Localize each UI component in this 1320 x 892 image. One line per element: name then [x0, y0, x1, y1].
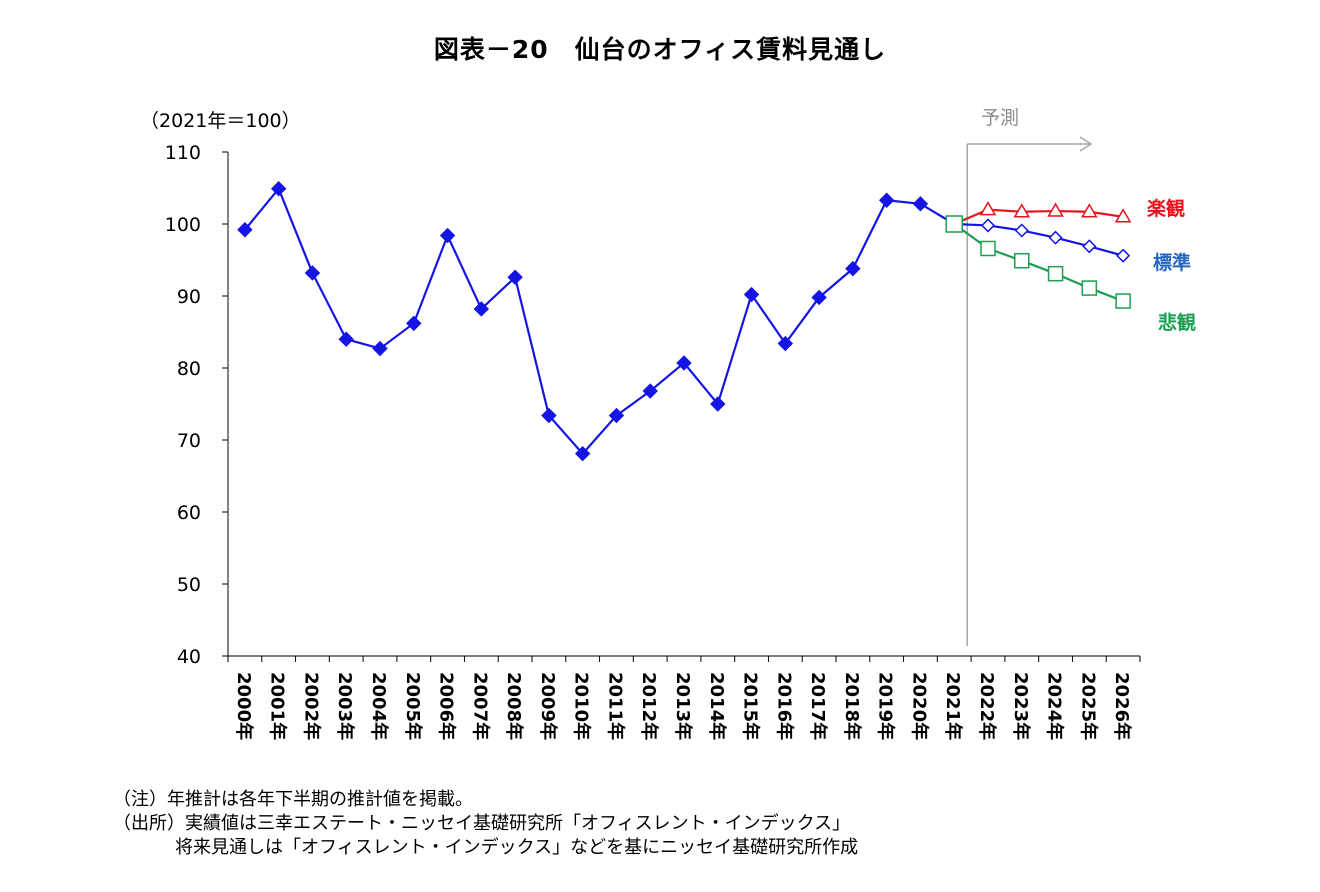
series-line-standard: [954, 222, 1124, 257]
data-point: [1014, 252, 1030, 269]
x-tick-label: 2018年: [841, 672, 863, 740]
data-point: [676, 355, 692, 371]
forecast-label: 予測: [981, 107, 1020, 129]
data-point: [1115, 293, 1131, 309]
notes: （注）年推計は各年下半期の推計値を掲載。 （出所）実績値は三幸エステート・ニッセ…: [113, 788, 858, 860]
y-tick-label: 40: [177, 646, 201, 668]
y-tick-label: 70: [177, 430, 201, 452]
data-point: [406, 315, 422, 332]
data-point: [1047, 202, 1064, 217]
y-tick-label: 60: [177, 502, 201, 524]
data-point: [878, 192, 895, 208]
data-point: [743, 286, 760, 303]
series-line-optimistic: [953, 208, 1124, 226]
series-pessimistic: [953, 223, 1131, 309]
x-tick-label: 2009年: [537, 672, 559, 740]
data-point: [574, 445, 591, 462]
forecast-arrowhead: [1079, 136, 1093, 152]
note-line: （注）年推計は各年下半期の推計値を掲載。: [113, 789, 473, 810]
y-tick-label: 100: [165, 214, 201, 236]
data-point: [980, 218, 996, 233]
x-tick-label: 2014年: [706, 672, 728, 740]
x-tick-label: 2017年: [807, 672, 829, 740]
data-point: [980, 240, 996, 257]
y-tick-label: 90: [177, 286, 201, 308]
source-line: （出所）実績値は三幸エステート・ニッセイ基礎研究所「オフィスレント・インデックス…: [113, 813, 851, 834]
data-point: [338, 331, 354, 347]
y-tick-label: 50: [177, 574, 201, 596]
x-tick-label: 2007年: [469, 672, 491, 740]
x-tick-label: 2020年: [908, 672, 930, 740]
forecast-marker: [966, 136, 1093, 646]
x-tick-label: 2015年: [740, 672, 762, 740]
series-line-actual: [244, 186, 955, 456]
y-tick-labels: 40 50 60 70 80 90 100 110: [165, 142, 201, 668]
x-tick-label: 2026年: [1111, 672, 1133, 740]
data-point: [473, 301, 490, 317]
data-point: [1047, 265, 1064, 282]
series-standard: [954, 218, 1131, 263]
x-tick-label: 2002年: [300, 672, 322, 740]
data-point: [979, 201, 997, 216]
data-point: [304, 265, 321, 281]
data-point: [1014, 223, 1029, 238]
x-tick-label: 2011年: [604, 672, 626, 740]
x-tick-label: 2025年: [1077, 672, 1099, 740]
data-point: [710, 396, 726, 412]
x-tick-label: 2016年: [773, 672, 795, 740]
x-tick-label: 2019年: [875, 672, 897, 740]
x-tick-label: 2004年: [368, 672, 390, 740]
x-tick-label: 2013年: [672, 672, 694, 740]
data-point: [1081, 203, 1098, 218]
x-tick-label: 2005年: [402, 672, 424, 740]
series-label-standard: 標準: [1153, 252, 1192, 274]
chart-title: 図表－20 仙台のオフィス賃料見通し: [433, 35, 887, 64]
data-point: [845, 260, 861, 277]
data-point: [439, 227, 456, 244]
x-tick-label: 2000年: [233, 672, 255, 740]
data-point: [541, 407, 557, 424]
series-label-pessimistic: 悲観: [1158, 312, 1197, 334]
y-tick-label: 110: [165, 142, 201, 164]
data-point: [507, 269, 523, 285]
data-point: [1116, 248, 1131, 263]
data-point: [1082, 239, 1097, 254]
data-point: [237, 222, 253, 238]
data-point: [1013, 203, 1031, 218]
data-point-base-2021: [945, 215, 963, 233]
series-label-optimistic: 楽観: [1147, 198, 1186, 220]
x-tick-label: 2001年: [267, 672, 289, 740]
data-point: [1114, 208, 1132, 223]
data-point: [777, 335, 794, 352]
x-tick-label: 2023年: [1010, 672, 1032, 740]
x-tick-label: 2003年: [334, 672, 356, 740]
data-point: [811, 289, 827, 306]
series-layer: [237, 181, 1132, 462]
x-tick-labels: 2000年 2001年 2002年 2003年 2004年 2005年 2006年 2007年…: [233, 672, 1133, 740]
y-axis-unit-label: （2021年＝100）: [140, 110, 301, 132]
data-point: [608, 407, 625, 424]
series-actual: [237, 181, 962, 462]
data-point: [912, 196, 929, 212]
data-point: [642, 383, 658, 399]
data-point: [1081, 280, 1098, 296]
series-optimistic: [953, 201, 1132, 226]
x-tick-label: 2008年: [503, 672, 525, 740]
data-point: [270, 181, 287, 197]
series-line-pessimistic: [953, 223, 1124, 303]
x-tick-label: 2024年: [1044, 672, 1066, 740]
x-tick-label: 2006年: [436, 672, 458, 740]
x-tick-label: 2010年: [571, 672, 593, 740]
x-tick-label: 2021年: [942, 672, 964, 740]
y-tick-label: 80: [177, 358, 201, 380]
data-point: [1048, 230, 1063, 245]
source-line-continued: 将来見通しは「オフィスレント・インデックス」などを基にニッセイ基礎研究所作成: [175, 837, 859, 858]
data-point: [372, 340, 388, 357]
axes: [222, 151, 1141, 662]
x-tick-label: 2022年: [976, 672, 998, 740]
x-tick-label: 2012年: [638, 672, 660, 740]
